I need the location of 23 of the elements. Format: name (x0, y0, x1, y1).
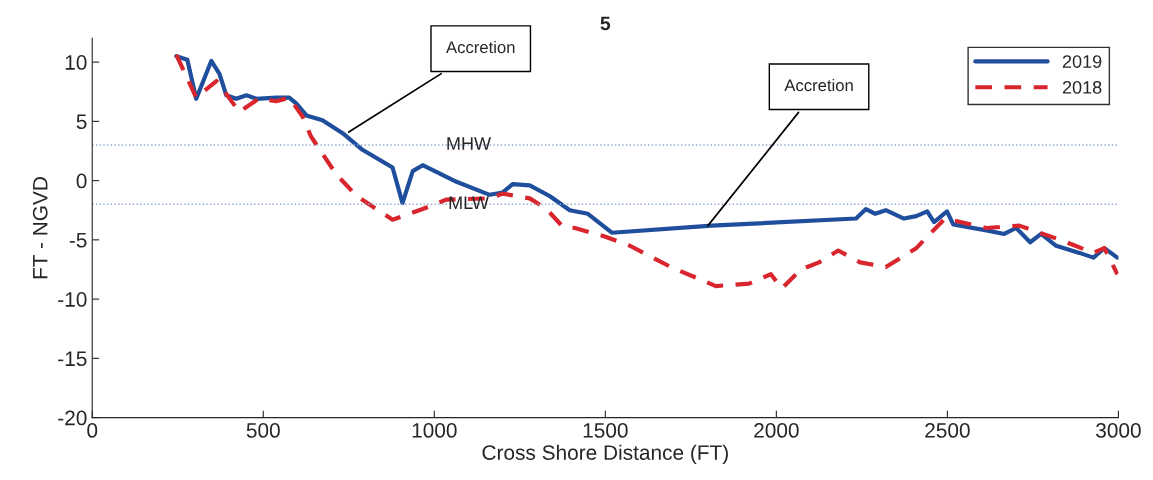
x-tick-label: 2500 (925, 423, 970, 438)
x-axis-title: Cross Shore Distance (FT) (482, 444, 728, 465)
ref-line-label: MHW (447, 137, 491, 150)
y-axis-title: FT - NGVD (32, 177, 48, 279)
legend-label: 2018 (1062, 80, 1102, 94)
x-tick-label: 3000 (1096, 423, 1141, 438)
y-tick-label: -5 (69, 233, 87, 248)
legend-label: 2019 (1062, 55, 1102, 68)
y-tick-label: 0 (76, 173, 87, 189)
y-tick-label: -15 (58, 351, 87, 367)
x-tick-label: 2000 (754, 423, 799, 438)
y-tick-label: -20 (58, 410, 87, 426)
y-tick-label: 5 (76, 114, 87, 130)
annotation: Accretion (784, 78, 853, 92)
chart-title: 5 (600, 16, 611, 31)
x-tick-label: 1000 (412, 423, 457, 438)
y-tick-label: 10 (65, 55, 87, 70)
x-tick-label: 1500 (583, 423, 628, 438)
annotation: Accretion (446, 40, 515, 54)
y-tick-label: -10 (58, 292, 87, 307)
ref-line-label: MLW (449, 196, 489, 209)
x-tick-label: 500 (246, 423, 280, 438)
x-tick-label: 0 (87, 423, 98, 438)
